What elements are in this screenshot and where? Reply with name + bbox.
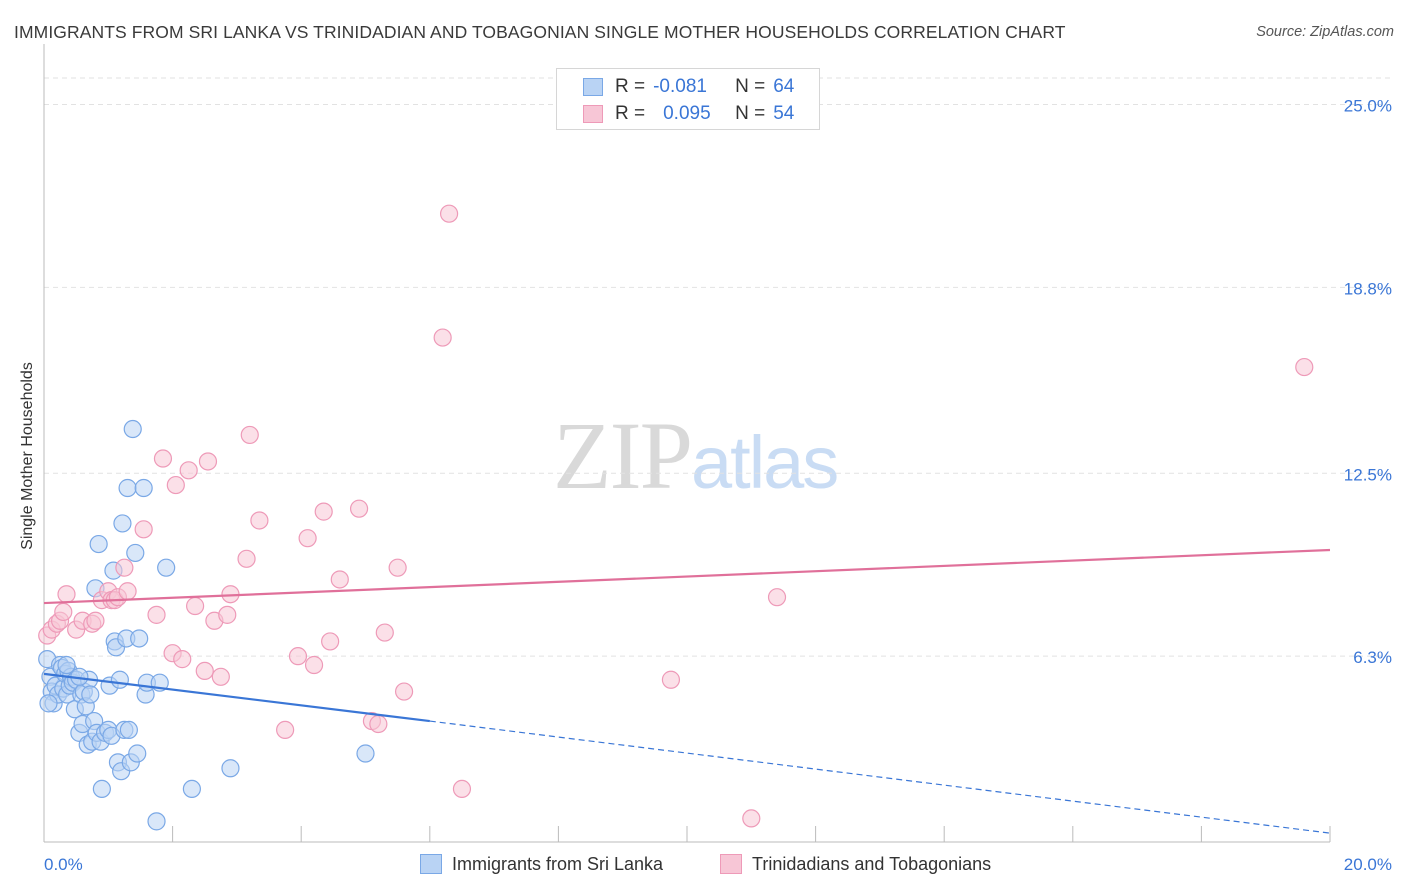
- x-tick-label: 0.0%: [44, 855, 83, 874]
- trinidadian-point: [369, 714, 388, 734]
- trinidadian-point: [173, 650, 192, 669]
- trinidadian-point: [375, 623, 394, 642]
- trinidadian-point: [433, 328, 452, 347]
- trinidadian-point: [314, 502, 333, 521]
- legend-r-label: R =: [615, 76, 646, 97]
- trinidadian-point: [452, 779, 472, 799]
- legend-r-label: R =: [615, 103, 646, 124]
- sri-lanka-point: [113, 514, 132, 533]
- trinidadian-point: [288, 647, 308, 666]
- trinidadian-point: [218, 605, 237, 624]
- trinidadian-point: [115, 558, 134, 577]
- sri-lanka-point: [157, 558, 176, 577]
- y-tick-label: 12.5%: [1344, 465, 1392, 484]
- chart-title: IMMIGRANTS FROM SRI LANKA VS TRINIDADIAN…: [14, 22, 1066, 42]
- sri-lanka-point: [89, 534, 108, 554]
- trinidadian-point: [767, 588, 787, 607]
- sri-lanka-point: [126, 543, 145, 563]
- y-tick-label: 18.8%: [1344, 279, 1392, 298]
- x-tick-label: 20.0%: [1344, 855, 1392, 874]
- trinidadian-point: [304, 655, 324, 675]
- trinidadian-point: [198, 452, 218, 471]
- sri-lanka-point: [182, 779, 201, 799]
- legend-n-value: 54: [773, 103, 795, 124]
- trinidadian-point: [179, 461, 198, 480]
- trinidadian-point: [147, 605, 166, 624]
- sri-lanka-point: [128, 744, 147, 763]
- trinidadian-point: [54, 602, 73, 622]
- trinidadian-point: [240, 425, 259, 445]
- bottom-legend-trinidadian: Trinidadians and Tobagonians: [720, 852, 991, 876]
- legend-swatch-pink: [583, 105, 603, 123]
- trinidadian-trend-line: [43, 548, 1331, 605]
- sri-lanka-point: [92, 779, 111, 799]
- legend-n-label: N =: [735, 103, 766, 124]
- trinidadian-point: [211, 667, 230, 686]
- trinidadian-point: [237, 549, 256, 568]
- legend-r-value: 0.095: [663, 103, 711, 124]
- y-axis-label: Single Mother Households: [19, 362, 36, 550]
- trinidadian-point: [86, 611, 105, 630]
- trinidadian-point: [166, 475, 185, 495]
- sri-lanka-point: [134, 478, 153, 498]
- trinidadian-point: [394, 682, 414, 701]
- trinidadian-point: [388, 558, 407, 577]
- legend-swatch-blue: [583, 78, 603, 96]
- bottom-legend-label: Immigrants from Sri Lanka: [452, 853, 664, 874]
- sri-lanka-point: [110, 670, 129, 689]
- sri-lanka-point: [81, 685, 100, 704]
- legend-row-sri-lanka: R = -0.081 N = 64: [583, 75, 794, 99]
- trinidadian-point: [276, 720, 295, 740]
- bottom-legend-sri-lanka: Immigrants from Sri Lanka: [420, 852, 663, 876]
- trinidadian-point: [250, 511, 269, 530]
- source-credit: Source: ZipAtlas.com: [1256, 24, 1394, 40]
- sri-lanka-point: [57, 655, 76, 675]
- y-tick-label: 6.3%: [1353, 648, 1392, 667]
- trinidadian-point: [195, 661, 214, 681]
- sri-lanka-point: [221, 759, 240, 778]
- sri-lanka-trend-line: [43, 672, 430, 723]
- watermark-atlas: atlas: [691, 421, 839, 504]
- trinidadian-point: [153, 449, 173, 468]
- sri-lanka-point: [123, 419, 142, 439]
- legend-n-value: 64: [773, 76, 795, 97]
- bottom-legend-label: Trinidadians and Tobagonians: [752, 853, 992, 874]
- sri-lanka-point: [356, 744, 375, 763]
- trinidadian-point: [1295, 357, 1314, 377]
- sri-lanka-trend-extension: [429, 720, 1331, 834]
- trinidadian-point: [186, 596, 205, 616]
- trinidadian-point: [661, 670, 681, 689]
- legend-n-label: N =: [735, 76, 766, 97]
- watermark-zip: ZIP: [553, 402, 693, 509]
- trinidadian-point: [134, 520, 153, 539]
- bottom-legend-swatch-pink: [720, 854, 742, 874]
- watermark: ZIPatlas: [553, 400, 839, 511]
- y-tick-label: 25.0%: [1344, 97, 1392, 116]
- bottom-legend-swatch-blue: [420, 854, 442, 874]
- trinidadian-point: [349, 499, 369, 518]
- trinidadian-point: [742, 809, 761, 828]
- legend-r-value: -0.081: [653, 76, 707, 97]
- trinidadian-point: [321, 632, 340, 651]
- trinidadian-point: [439, 204, 459, 223]
- sri-lanka-point: [147, 812, 166, 831]
- legend-row-trinidadian: R = 0.095 N = 54: [583, 102, 794, 126]
- sri-lanka-point: [130, 629, 149, 648]
- stats-legend: R = -0.081 N = 64 R = 0.095 N = 54: [556, 68, 820, 130]
- trinidadian-point: [298, 529, 317, 548]
- trinidadian-point: [330, 570, 349, 589]
- sri-lanka-point: [118, 478, 137, 498]
- sri-lanka-point: [39, 694, 58, 713]
- trinidadian-point: [118, 582, 137, 601]
- sri-lanka-point: [119, 720, 138, 740]
- trinidadian-point: [57, 585, 76, 604]
